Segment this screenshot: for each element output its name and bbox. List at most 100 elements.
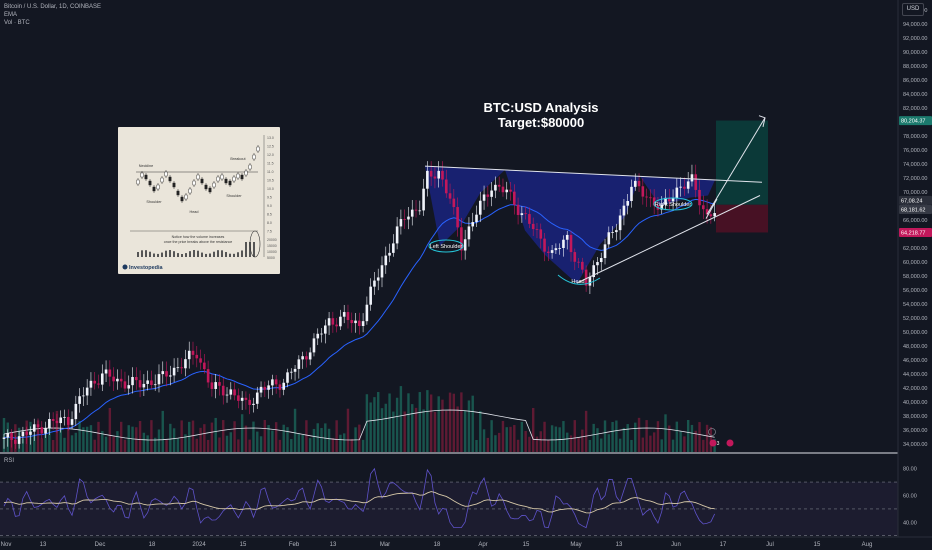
- volume-bar: [210, 422, 214, 452]
- volume-bar: [112, 436, 115, 452]
- volume-bar: [267, 425, 270, 452]
- volume-legend[interactable]: Vol · BTC: [4, 20, 30, 26]
- volume-bar: [607, 434, 610, 452]
- candle: [214, 374, 217, 399]
- symbol-title[interactable]: Bitcoin / U.S. Dollar, 1D, COINBASE: [4, 4, 102, 10]
- volume-bar: [33, 434, 36, 452]
- volume-bar: [445, 410, 448, 452]
- inset-note-2: once the price breaks above the resistan…: [164, 240, 233, 244]
- volume-bar: [150, 420, 153, 452]
- candle: [104, 360, 108, 383]
- volume-bar: [199, 427, 202, 452]
- candle: [142, 374, 146, 397]
- volume-bar: [320, 427, 323, 452]
- volume-bar: [505, 427, 508, 452]
- inset-axis-tick: 8.0: [267, 221, 272, 225]
- volume-bar: [63, 437, 66, 452]
- volume-bar: [399, 386, 403, 452]
- candle: [301, 351, 304, 369]
- candle: [524, 206, 527, 220]
- inset-volume-tick: 5000: [267, 256, 275, 260]
- candle: [274, 374, 278, 394]
- candle: [649, 189, 652, 208]
- target-arrow: [706, 117, 766, 215]
- price-tick-label: 42,000.00: [903, 386, 927, 392]
- volume-bar: [286, 427, 289, 452]
- volume-bar: [146, 435, 149, 452]
- time-tick-label: 13: [616, 542, 623, 548]
- volume-bar: [584, 410, 588, 452]
- candle: [221, 378, 225, 405]
- candle: [308, 347, 312, 366]
- candle: [233, 382, 236, 401]
- time-tick-label: Apr: [478, 542, 487, 548]
- volume-bar: [702, 439, 705, 452]
- volume-bar: [271, 430, 274, 452]
- candle: [395, 217, 399, 250]
- volume-bar: [467, 400, 471, 452]
- left-shoulder-ellipse: [428, 239, 464, 253]
- head-label: Head: [571, 279, 584, 285]
- candle: [513, 184, 516, 215]
- volume-bar: [475, 439, 478, 452]
- time-tick-label: May: [570, 542, 581, 548]
- volume-bar: [547, 439, 550, 452]
- volume-bar: [365, 394, 369, 452]
- inset-brand: Investopedia: [129, 265, 164, 271]
- analysis-target: Target:$80000: [498, 115, 584, 130]
- volume-bar: [694, 430, 697, 452]
- stop-price-label: 64,218.77: [899, 227, 932, 237]
- volume-bar: [218, 437, 221, 452]
- volume-bar: [615, 420, 618, 452]
- candle: [48, 412, 51, 436]
- candle: [392, 234, 395, 257]
- current-price-label: 67,08.24: [899, 195, 932, 205]
- candle: [630, 179, 633, 208]
- candle: [531, 217, 535, 236]
- volume-bar: [169, 423, 172, 452]
- price-tick-label: 48,000.00: [903, 344, 927, 350]
- volume-bar: [433, 411, 437, 452]
- price-tick-label: 94,000.00: [903, 22, 927, 28]
- volume-bar: [429, 394, 433, 452]
- volume-bar: [479, 411, 482, 452]
- candle: [577, 258, 580, 268]
- inset-axis-tick: 11.5: [267, 162, 274, 166]
- time-tick-label: 18: [434, 542, 441, 548]
- candle: [176, 357, 180, 372]
- inset-axis-tick: 10.5: [267, 179, 274, 183]
- candle: [78, 388, 81, 413]
- volume-bar: [343, 433, 346, 452]
- price-tick-label: 52,000.00: [903, 316, 927, 322]
- svg-text:68,181.62: 68,181.62: [901, 208, 925, 214]
- candle: [690, 164, 694, 187]
- price-tick-label: 82,000.00: [903, 106, 927, 112]
- volume-bar: [407, 393, 410, 452]
- volume-bar: [532, 408, 535, 452]
- volume-bar: [82, 427, 85, 452]
- price-tick-label: 38,000.00: [903, 414, 927, 420]
- ema-legend[interactable]: EMA: [4, 12, 18, 18]
- price-tick-label: 44,000.00: [903, 372, 927, 378]
- candle: [97, 374, 100, 389]
- volume-bar: [618, 438, 622, 452]
- candle: [550, 245, 554, 259]
- target-zone: [716, 120, 768, 205]
- candle: [305, 351, 308, 368]
- volume-bar: [172, 428, 176, 452]
- inset-head-label: Head: [189, 210, 198, 214]
- volume-bar: [237, 439, 240, 452]
- volume-bar: [293, 408, 297, 452]
- price-tick-label: 86,000.00: [903, 78, 927, 84]
- volume-bar: [392, 411, 395, 452]
- volume-bar: [566, 432, 569, 452]
- candle: [55, 413, 59, 433]
- volume-bar: [596, 428, 599, 452]
- event-flags[interactable]: 3: [708, 428, 734, 448]
- candle: [82, 387, 85, 406]
- volume-bar: [97, 421, 100, 452]
- candle: [463, 229, 467, 260]
- candle: [89, 372, 93, 396]
- currency-button[interactable]: USD: [902, 3, 924, 16]
